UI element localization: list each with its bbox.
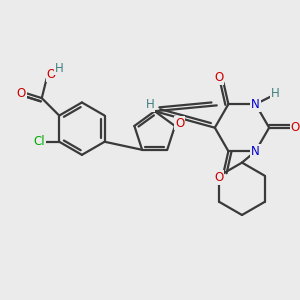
Text: O: O — [214, 171, 223, 184]
Text: N: N — [251, 98, 260, 111]
Text: O: O — [291, 121, 300, 134]
Text: O: O — [17, 87, 26, 100]
Text: Cl: Cl — [33, 135, 45, 148]
Text: H: H — [271, 87, 279, 100]
Text: O: O — [175, 116, 184, 130]
Text: H: H — [146, 98, 154, 111]
Text: O: O — [47, 68, 56, 81]
Text: H: H — [55, 61, 64, 74]
Text: H: H — [143, 98, 152, 111]
Text: N: N — [251, 145, 260, 158]
Text: O: O — [214, 71, 223, 85]
